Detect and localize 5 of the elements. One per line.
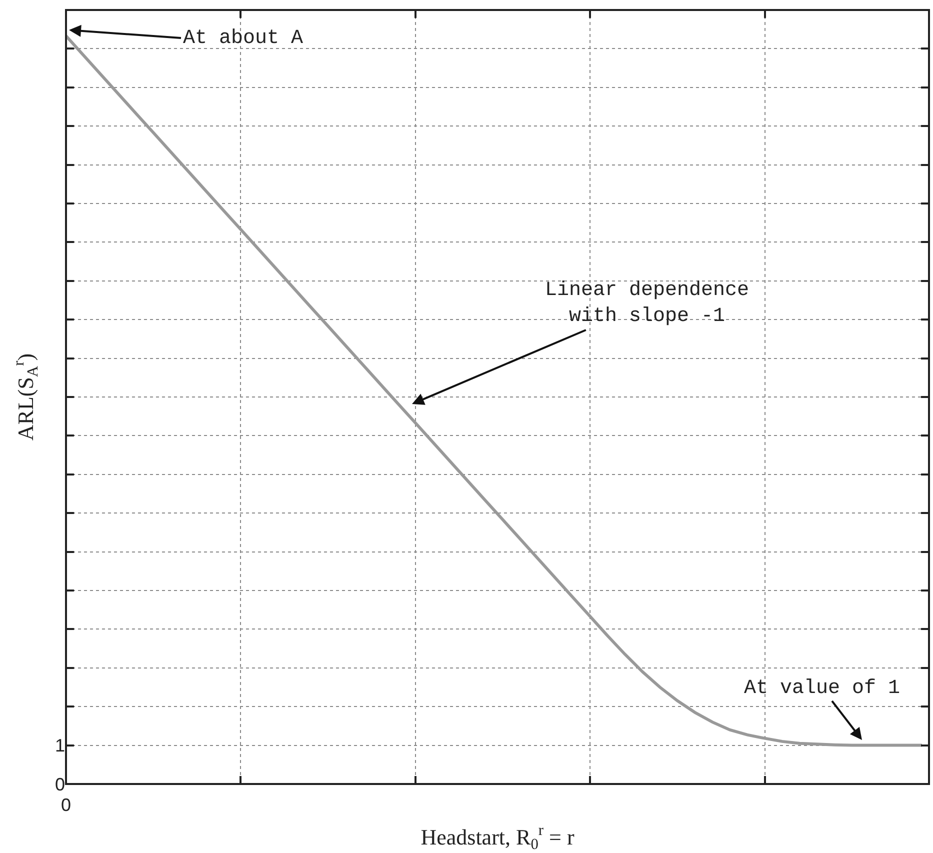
y-tick-label: 1	[54, 736, 65, 756]
x-axis-title: Headstart, R$_{0}$$^{r}$ = r	[420, 822, 575, 853]
annotation: At about A	[183, 27, 304, 50]
annotation: At value of 1	[744, 677, 900, 700]
annotation: Linear dependence with slope -1	[545, 279, 750, 328]
